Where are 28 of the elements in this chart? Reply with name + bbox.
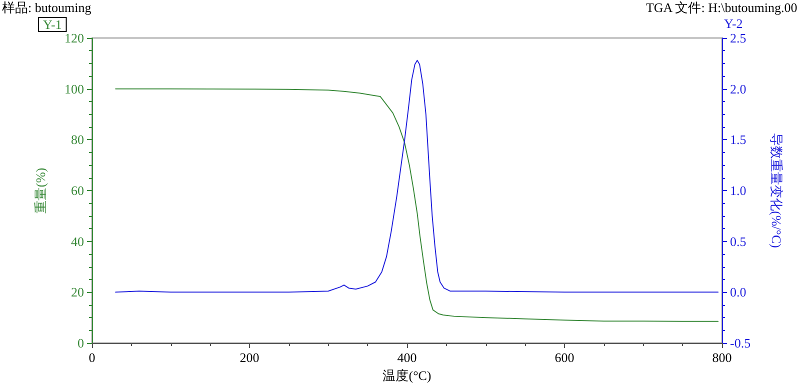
y-tick-label: 120 <box>64 30 84 46</box>
y2-tick-label: 1.0 <box>730 183 746 198</box>
text: TGA 文件: H:\butouming.00 <box>646 0 798 15</box>
y2-tick-label: 0.5 <box>730 234 746 249</box>
y-axis-title: 重量(%) <box>33 168 48 214</box>
line-series <box>115 88 719 322</box>
x-axis-title: 温度(°C) <box>382 368 432 383</box>
y2-tick-label: -0.5 <box>730 336 751 350</box>
y2-axis-title: 导数重量变化(%/°C) <box>769 133 784 248</box>
y2-tick-label: 1.5 <box>730 132 746 148</box>
x-tick-label: 200 <box>240 350 260 365</box>
x-tick-label: 0 <box>88 350 96 365</box>
y-tick-label: 80 <box>71 132 84 148</box>
x-tick-label: 600 <box>554 350 574 365</box>
text: Y-2 <box>724 16 743 31</box>
y-tick-label: 100 <box>64 81 84 96</box>
y2-tick-label: 2.5 <box>730 30 746 46</box>
y-tick-label: 40 <box>71 234 84 249</box>
line-series <box>115 60 719 293</box>
text: Y-1 <box>43 17 62 32</box>
x-tick-label: 800 <box>712 350 732 365</box>
y-tick-label: 20 <box>71 284 84 300</box>
y-tick-label: 60 <box>71 183 84 198</box>
text: 样品: butouming <box>2 0 92 15</box>
y-tick-label: 0 <box>78 336 84 350</box>
x-tick-label: 400 <box>397 350 417 365</box>
y2-tick-label: 0.0 <box>730 284 746 300</box>
y2-tick-label: 2.0 <box>730 81 746 96</box>
